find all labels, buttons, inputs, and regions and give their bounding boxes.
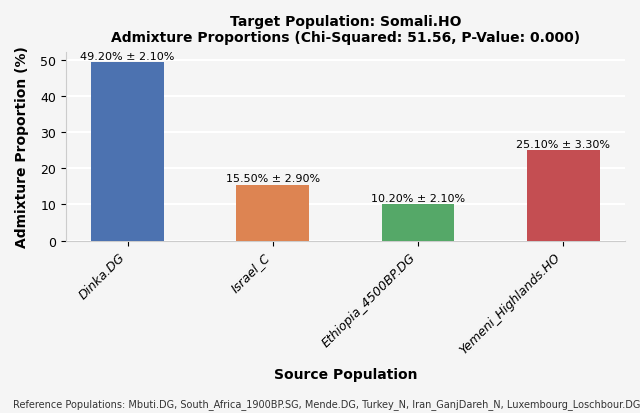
Text: Reference Populations: Mbuti.DG, South_Africa_1900BP.SG, Mende.DG, Turkey_N, Ira: Reference Populations: Mbuti.DG, South_A… — [13, 398, 640, 409]
Title: Target Population: Somali.HO
Admixture Proportions (Chi-Squared: 51.56, P-Value:: Target Population: Somali.HO Admixture P… — [111, 15, 580, 45]
Bar — [527, 150, 600, 241]
Bar — [92, 63, 164, 241]
Text: 15.50% ± 2.90%: 15.50% ± 2.90% — [226, 174, 320, 184]
Text: 49.20% ± 2.10%: 49.20% ± 2.10% — [81, 52, 175, 62]
X-axis label: Source Population: Source Population — [274, 368, 417, 382]
Text: 10.20% ± 2.10%: 10.20% ± 2.10% — [371, 193, 465, 203]
Bar — [237, 185, 309, 241]
Y-axis label: Admixture Proportion (%): Admixture Proportion (%) — [15, 47, 29, 248]
Bar — [381, 204, 454, 241]
Text: 25.10% ± 3.30%: 25.10% ± 3.30% — [516, 139, 611, 150]
